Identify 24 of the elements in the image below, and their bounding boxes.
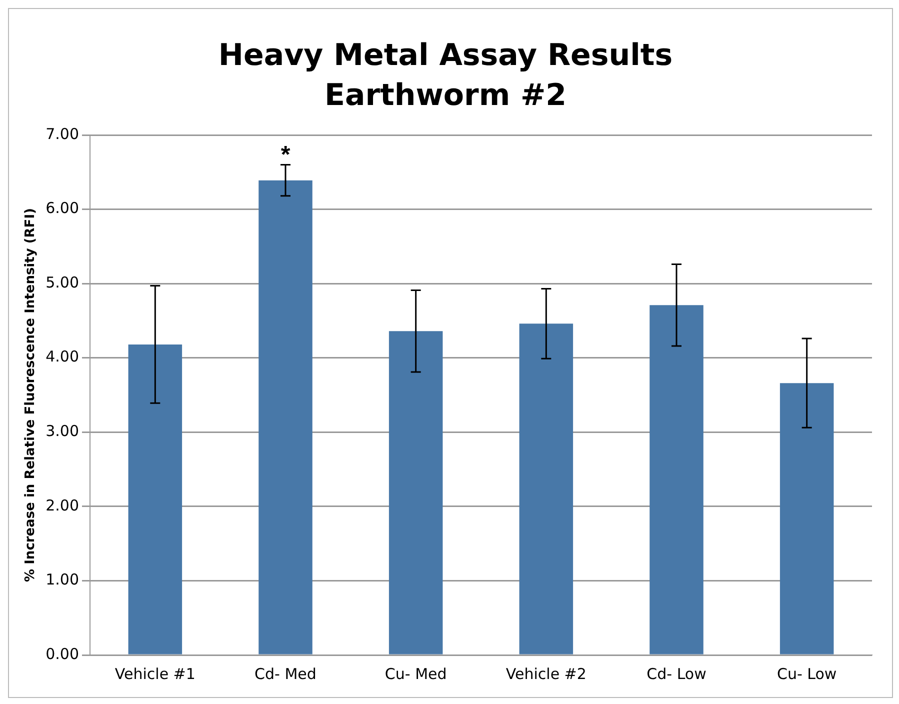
- bar: [258, 180, 312, 654]
- bar: [519, 324, 574, 654]
- x-tick-label: Cd- Med: [254, 664, 316, 683]
- bar: [128, 344, 182, 654]
- y-tick-label: 0.00: [46, 644, 79, 663]
- annotation: *: [280, 142, 291, 169]
- bar: [650, 305, 704, 654]
- y-tick-label: 5.00: [46, 273, 79, 292]
- y-tick-label: 3.00: [46, 422, 79, 440]
- bar: [780, 383, 834, 654]
- y-axis-title: % Increase in Relative Fluorescence Intensity (RFI): [23, 208, 38, 582]
- bar: [388, 331, 443, 654]
- x-tick-label: Cd- Low: [646, 664, 706, 683]
- y-tick-label: 2.00: [46, 496, 79, 514]
- y-tick-label: 6.00: [46, 199, 79, 218]
- x-tick-label: Vehicle #1: [114, 664, 196, 683]
- chart-subtitle: Earthworm #2: [324, 78, 567, 113]
- x-tick-label: Cu- Med: [384, 664, 447, 683]
- x-tick-label: Cu- Low: [776, 664, 837, 683]
- y-tick-label: 7.00: [46, 124, 79, 143]
- y-tick-label: 1.00: [46, 570, 79, 589]
- x-tick-label: Vehicle #2: [506, 664, 586, 683]
- chart-title: Heavy Metal Assay Results: [218, 38, 673, 73]
- y-tick-label: 4.00: [46, 348, 79, 366]
